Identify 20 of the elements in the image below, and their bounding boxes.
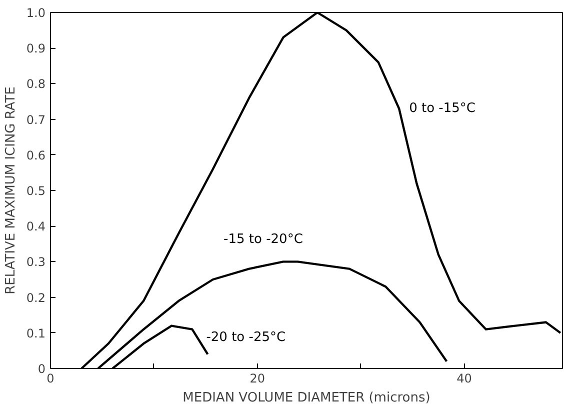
- y-tick-label: 1.0: [26, 6, 46, 20]
- y-tick-label: 0.3: [26, 255, 46, 270]
- y-tick-label: 0.6: [26, 148, 46, 162]
- y-tick-label: 0: [38, 362, 46, 376]
- line-series: [96, 260, 448, 368]
- x-tick-label: 0: [46, 372, 54, 386]
- series-label: 0 to -15°C: [409, 101, 476, 116]
- x-axis-title: MEDIAN VOLUME DIAMETER (microns): [182, 390, 430, 406]
- x-tick-label: 20: [250, 372, 266, 386]
- y-tick-label: 0.4: [26, 220, 46, 234]
- y-tick-label: 0.2: [26, 290, 46, 305]
- y-tick-label: 0.7: [26, 112, 46, 127]
- series-label: -15 to -20°C: [224, 232, 303, 248]
- y-tick-label: 0.5: [26, 184, 46, 198]
- y-tick-label: 0.9: [26, 42, 46, 56]
- x-tick-label: 40: [456, 372, 472, 386]
- y-axis-title: RELATIVE MAXIMUM ICING RATE: [3, 86, 18, 294]
- y-tick-label: 0.8: [26, 77, 46, 92]
- y-tick-label: 0.1: [26, 326, 46, 340]
- series-label: -20 to -25°C: [206, 330, 286, 345]
